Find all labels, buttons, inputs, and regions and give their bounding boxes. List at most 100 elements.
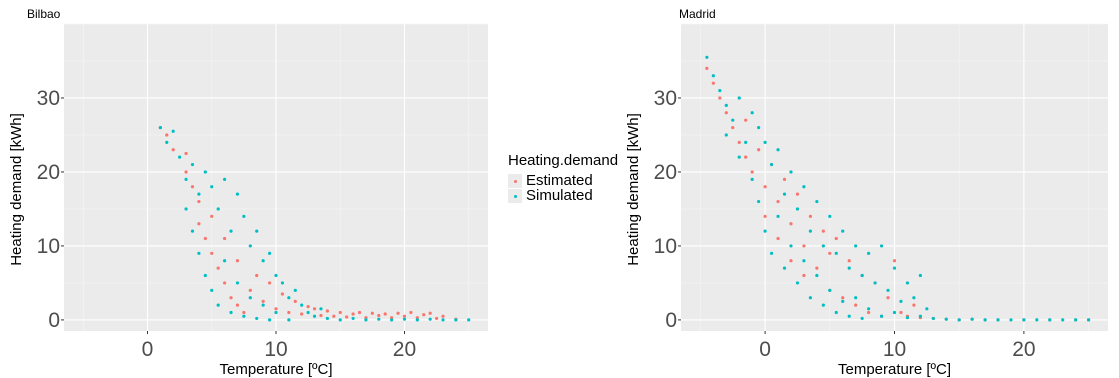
data-point — [351, 312, 355, 316]
data-point — [364, 318, 368, 322]
data-point — [300, 312, 304, 316]
data-point — [763, 214, 767, 218]
tick-label-x: 20 — [1012, 338, 1035, 361]
data-point — [235, 259, 240, 263]
data-point — [705, 66, 709, 70]
data-point — [325, 309, 329, 313]
data-point — [197, 199, 201, 204]
data-point — [274, 273, 278, 278]
data-point — [306, 310, 310, 315]
data-point — [776, 199, 780, 204]
data-point — [731, 118, 735, 122]
data-point — [312, 307, 317, 311]
data-point — [763, 185, 767, 189]
data-point — [287, 310, 291, 315]
tick-label-y: 30 — [37, 87, 60, 110]
data-point — [711, 74, 715, 78]
data-point — [705, 55, 709, 59]
data-point — [847, 314, 851, 318]
data-point — [300, 303, 304, 307]
data-point — [808, 214, 812, 218]
data-point — [178, 155, 182, 159]
data-point — [744, 118, 748, 122]
data-point — [184, 207, 188, 211]
data-point — [744, 140, 748, 144]
data-point — [834, 236, 838, 241]
data-point — [905, 281, 910, 285]
data-point — [280, 292, 285, 296]
data-point — [454, 318, 458, 322]
data-point — [216, 303, 220, 307]
data-point — [216, 207, 220, 211]
tick-label-y: 10 — [654, 235, 677, 258]
data-point — [879, 314, 884, 318]
series-simulated-bilbao — [158, 125, 471, 322]
data-point — [235, 281, 240, 285]
data-point — [467, 318, 471, 322]
data-point — [261, 299, 265, 304]
y-axis-label-bilbao: Heating demand [kWh] — [8, 113, 25, 266]
data-point — [415, 316, 419, 320]
data-point — [338, 318, 342, 322]
data-point — [757, 199, 761, 204]
tick-label-x: 10 — [264, 338, 287, 361]
data-point — [815, 266, 819, 270]
data-point — [223, 177, 227, 181]
data-point — [1061, 318, 1065, 322]
tick-label-y: 30 — [654, 87, 677, 110]
data-point — [815, 199, 819, 204]
data-point — [248, 296, 252, 300]
data-point — [293, 299, 297, 304]
tick-label-y: 10 — [37, 235, 60, 258]
data-point — [415, 318, 419, 322]
data-point — [776, 236, 780, 241]
data-point — [834, 251, 838, 255]
data-point — [769, 251, 774, 255]
data-point — [724, 111, 728, 115]
data-point — [750, 111, 754, 115]
data-point — [255, 316, 259, 321]
data-point — [242, 310, 246, 315]
data-point — [203, 273, 207, 278]
data-point — [158, 125, 162, 130]
x-axis-label-madrid: Temperature [ºC] — [838, 361, 951, 378]
tick-label-x: 0 — [759, 338, 771, 361]
data-point — [428, 311, 432, 315]
data-point — [390, 316, 394, 320]
data-point — [711, 81, 715, 85]
data-point — [184, 151, 188, 156]
data-point — [165, 133, 169, 137]
data-point — [873, 281, 877, 285]
data-point — [808, 229, 812, 233]
data-point — [190, 162, 195, 167]
data-point — [905, 316, 910, 320]
data-point — [860, 316, 864, 321]
data-point — [229, 310, 233, 315]
data-point — [879, 244, 884, 248]
data-point — [731, 125, 735, 130]
data-point — [210, 185, 214, 189]
data-point — [255, 229, 259, 233]
data-point — [854, 303, 858, 307]
data-point — [312, 314, 317, 318]
data-point — [1086, 318, 1091, 322]
data-point — [795, 207, 800, 211]
data-point — [724, 133, 728, 137]
data-point — [287, 296, 291, 300]
data-point — [996, 318, 1000, 322]
data-point — [789, 170, 793, 174]
data-point — [854, 244, 858, 248]
data-point — [886, 288, 890, 292]
data-point — [184, 177, 188, 181]
legend-item-simulated: Simulated — [508, 187, 628, 204]
data-point — [750, 177, 754, 181]
data-point — [886, 296, 890, 300]
data-point — [197, 251, 201, 255]
data-point — [782, 192, 787, 196]
data-point — [776, 148, 780, 152]
data-point — [248, 288, 252, 292]
data-point — [957, 318, 961, 322]
data-point — [718, 88, 722, 93]
x-axis-label-bilbao: Temperature [ºC] — [219, 361, 332, 378]
